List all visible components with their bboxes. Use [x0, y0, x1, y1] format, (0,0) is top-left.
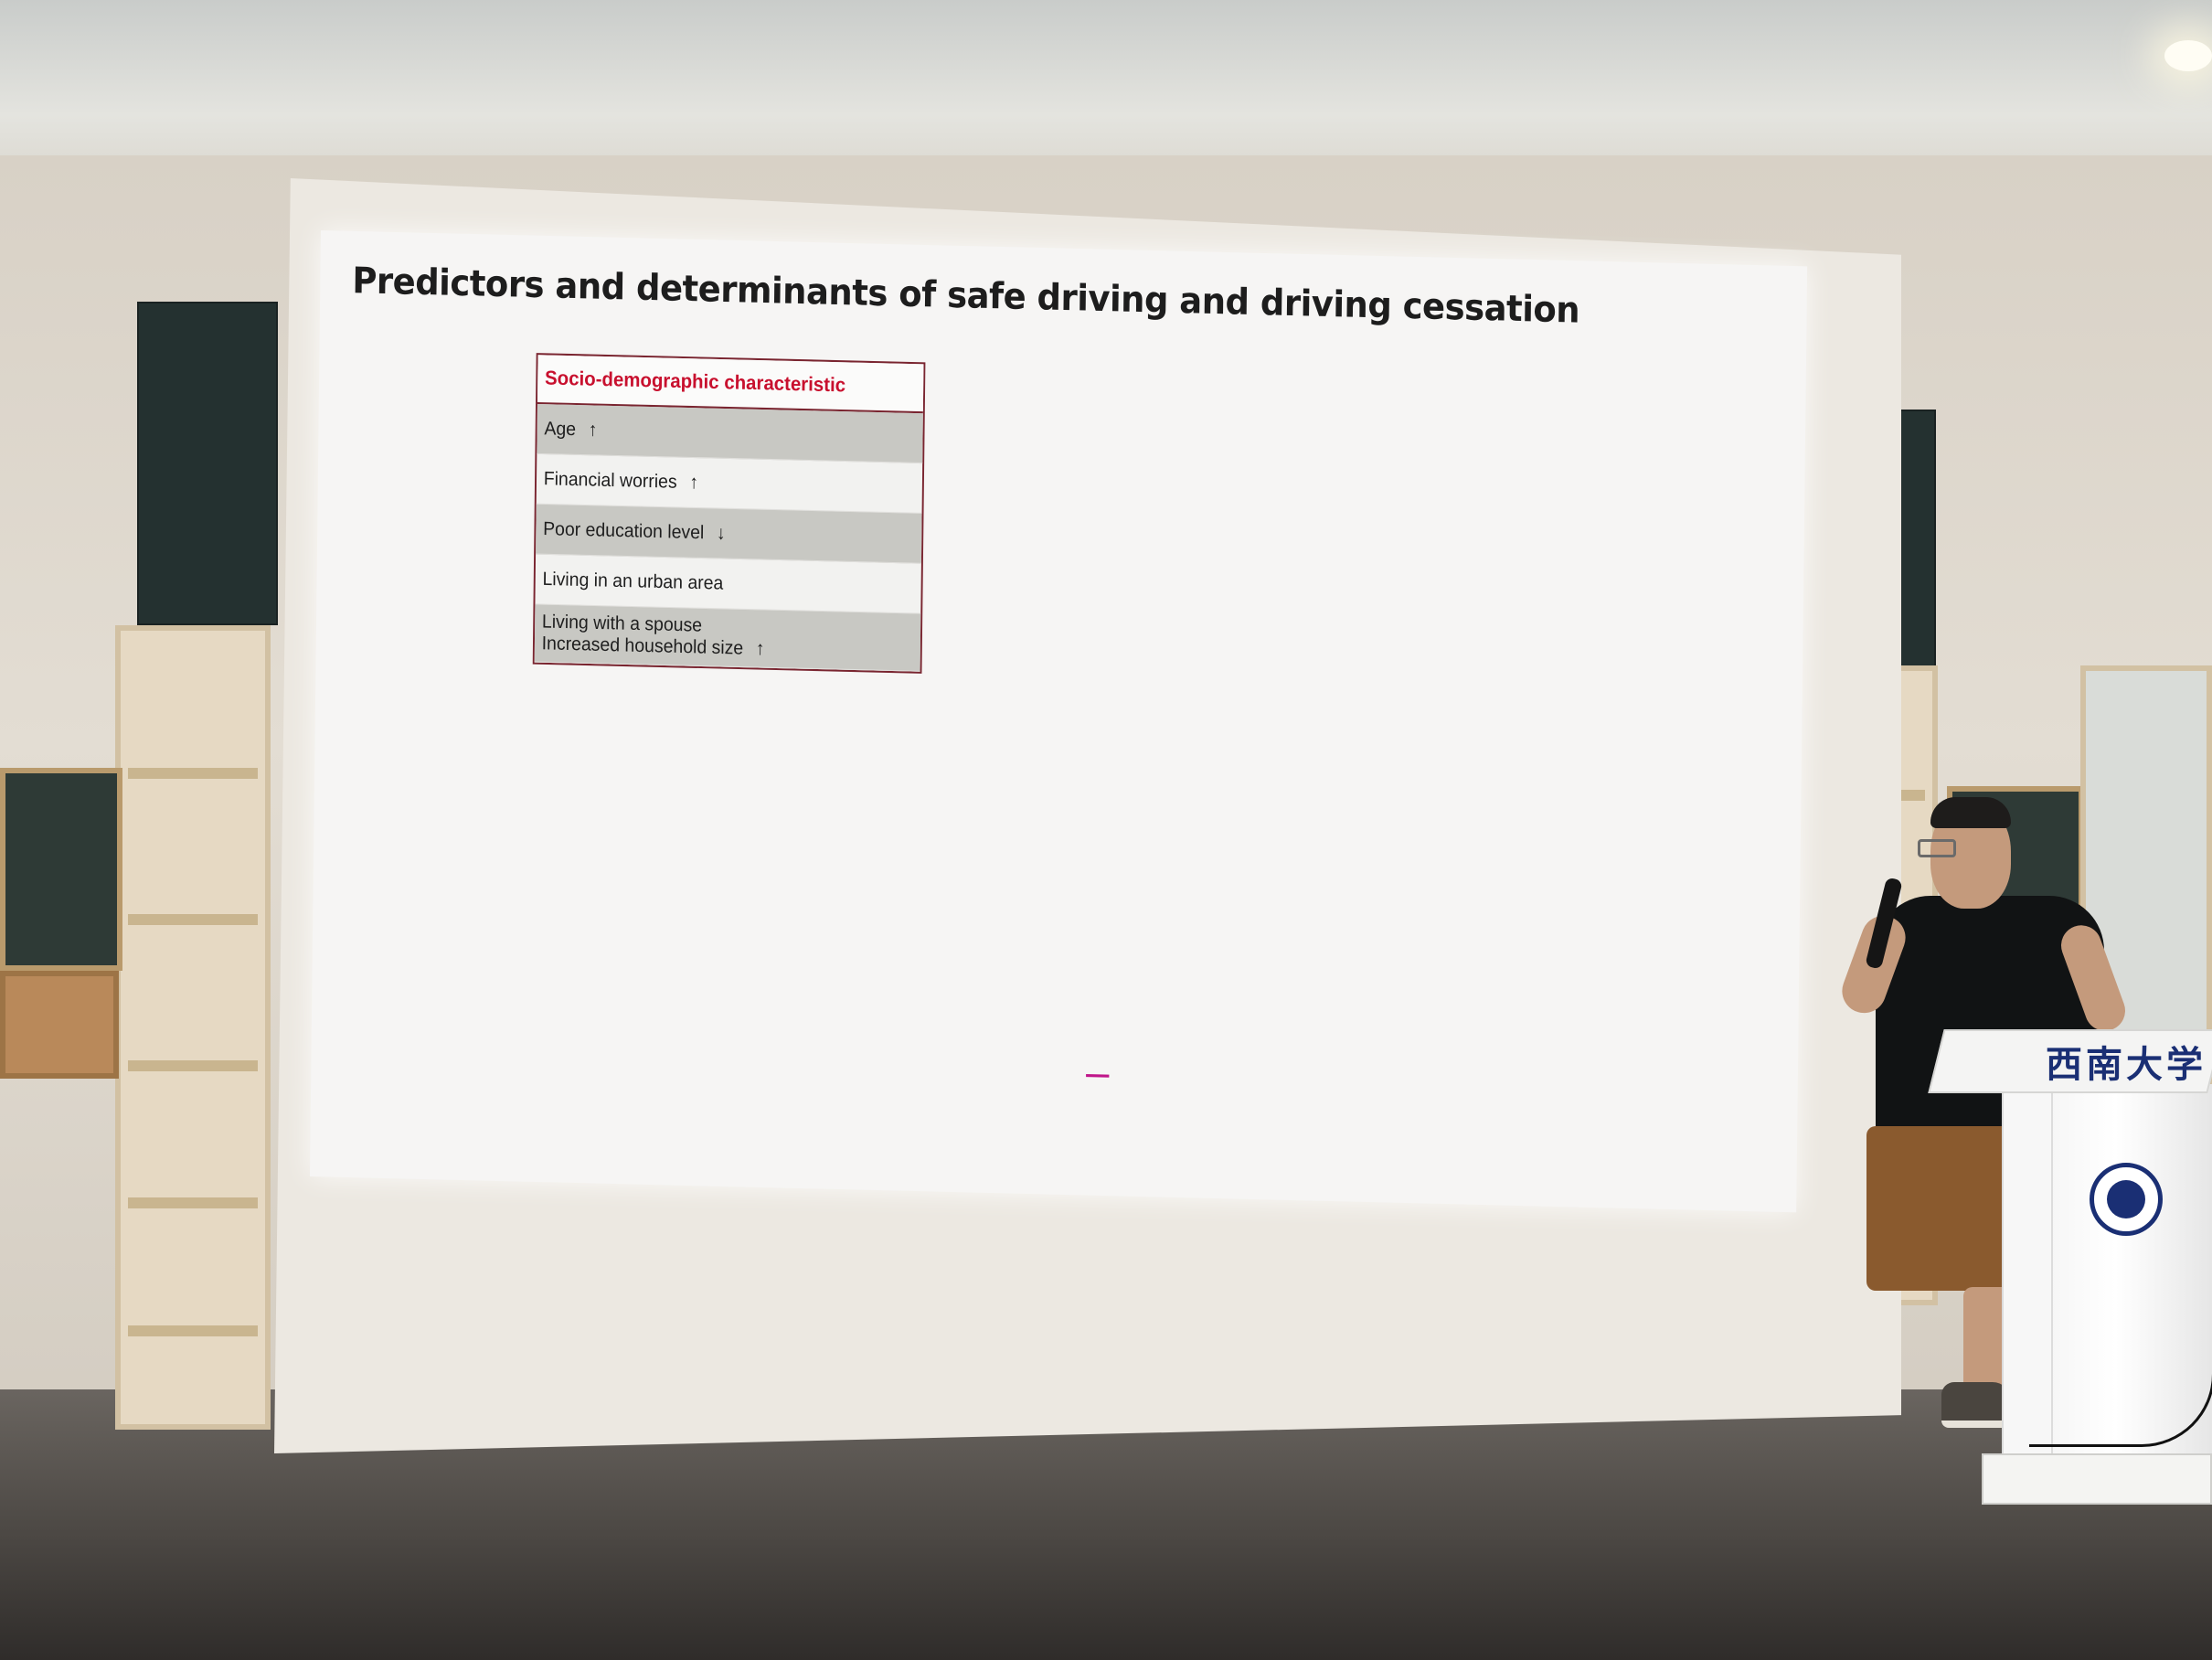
- lectern-sign: 西南大学: [2046, 1043, 2207, 1084]
- row-label: Age: [544, 418, 577, 440]
- projected-slide: Predictors and determinants of safe driv…: [310, 230, 1808, 1213]
- table-row: Poor education level ↓: [536, 504, 922, 564]
- presenter-hair: [1930, 797, 2011, 828]
- row-line: Increased household size ↑: [542, 633, 765, 661]
- left-chalkboard: [0, 768, 122, 971]
- pointer-mark: [1086, 1074, 1110, 1078]
- row-label: Poor education level: [543, 517, 705, 543]
- lectern-base: [1982, 1453, 2212, 1505]
- table-row: Living with a spouse Increased household…: [534, 604, 921, 672]
- presenter-shoe: [1941, 1382, 2011, 1428]
- row-label: Financial worries: [543, 468, 677, 493]
- university-seal-icon: [2090, 1163, 2163, 1236]
- table-row: Age ↑: [537, 404, 923, 464]
- ceiling-light: [2164, 40, 2212, 71]
- row-label: Living in an urban area: [542, 568, 724, 594]
- arrow-up-icon: ↑: [755, 638, 765, 660]
- left-speaker: [137, 302, 278, 625]
- arrow-up-icon: ↑: [689, 471, 699, 493]
- arrow-up-icon: ↑: [588, 419, 598, 441]
- table-row: Living in an urban area: [535, 554, 921, 614]
- slide-title: Predictors and determinants of safe driv…: [352, 259, 1580, 331]
- glasses-icon: [1918, 839, 1956, 857]
- left-bookshelf: [115, 625, 271, 1430]
- predictor-table: Socio-demographic characteristic Age ↑ F…: [532, 353, 926, 674]
- row-label: Increased household size: [541, 633, 744, 659]
- table-row: Financial worries ↑: [536, 453, 923, 514]
- presenter-shorts: [1866, 1126, 2024, 1291]
- arrow-down-icon: ↓: [716, 522, 726, 544]
- left-corkboard: [0, 971, 119, 1079]
- microphone-cable: [2029, 1243, 2212, 1447]
